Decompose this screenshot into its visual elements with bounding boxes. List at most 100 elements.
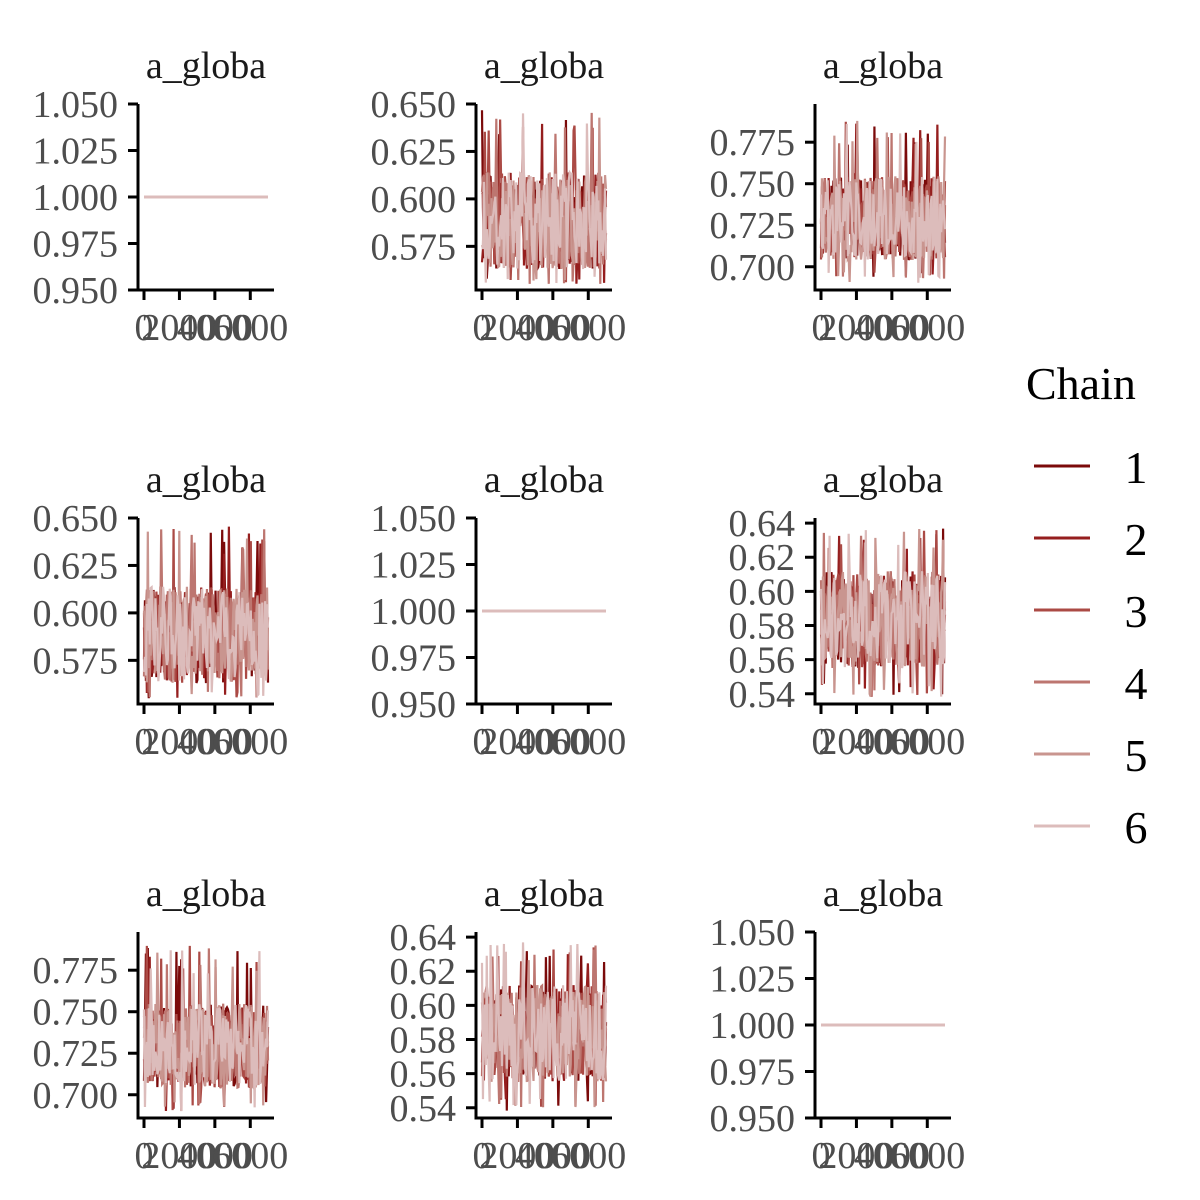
x-tick-label: 2000: [818, 1135, 894, 1177]
chain-6-trace: [142, 585, 270, 698]
x-tick-label: 2000: [479, 1135, 555, 1177]
panel-title: a_globa: [484, 459, 604, 501]
y-tick-label: 0.750: [710, 164, 796, 206]
y-tick-label: 0.64: [390, 917, 457, 959]
panel-title: a_globa: [484, 45, 604, 87]
y-tick-label: 0.56: [390, 1054, 457, 1096]
y-tick-label: 0.625: [371, 131, 457, 173]
chain-6-trace: [480, 942, 608, 1106]
x-tick-label: 2000: [141, 1135, 217, 1177]
y-tick-label: 0.950: [371, 684, 457, 726]
chain-5-trace: [819, 120, 947, 282]
panels-layer: a_globa0.9500.9751.0001.0251.05002000400…: [33, 45, 966, 1177]
panel-title: a_globa: [146, 45, 266, 87]
chain-6-trace: [819, 530, 947, 697]
panel-title: a_globa: [146, 459, 266, 501]
x-tick-label: 6000: [889, 721, 965, 763]
x-tick-label: 2000: [818, 307, 894, 349]
y-tick-label: 0.975: [371, 638, 457, 680]
legend-entry-2: 2: [1034, 514, 1148, 565]
x-tick-label: 0: [812, 721, 831, 763]
y-tick-label: 1.050: [371, 498, 457, 540]
x-tick-label: 4000: [177, 721, 253, 763]
y-tick-label: 0.54: [729, 674, 796, 716]
x-tick-label: 2000: [479, 307, 555, 349]
x-tick-label: 0: [812, 307, 831, 349]
x-tick-label: 2000: [141, 721, 217, 763]
legend-entry-1: 1: [1034, 442, 1148, 493]
y-tick-label: 1.025: [371, 545, 457, 587]
x-tick-label: 4000: [177, 307, 253, 349]
y-tick-label: 1.050: [710, 912, 796, 954]
x-tick-label: 6000: [550, 721, 626, 763]
x-tick-label: 2000: [141, 307, 217, 349]
x-tick-label: 0: [135, 307, 154, 349]
y-tick-label: 0.725: [33, 1033, 119, 1075]
x-tick-label: 6000: [212, 721, 288, 763]
x-tick-label: 4000: [177, 1135, 253, 1177]
y-tick-label: 0.60: [390, 985, 457, 1027]
chain-6-trace: [819, 123, 947, 283]
y-tick-label: 0.775: [710, 122, 796, 164]
panel-title: a_globa: [484, 873, 604, 915]
y-tick-label: 0.575: [371, 226, 457, 268]
legend-entry-4: 4: [1034, 658, 1148, 709]
y-tick-label: 1.050: [33, 84, 119, 126]
y-tick-label: 0.58: [729, 606, 796, 648]
panel-title: a_globa: [146, 873, 266, 915]
y-tick-label: 0.62: [390, 951, 457, 993]
x-tick-label: 4000: [854, 721, 930, 763]
y-tick-label: 0.650: [371, 84, 457, 126]
y-tick-label: 0.950: [33, 270, 119, 312]
y-tick-label: 0.54: [390, 1088, 457, 1130]
x-tick-label: 2000: [479, 721, 555, 763]
legend-title: Chain: [1026, 358, 1136, 409]
y-tick-label: 0.58: [390, 1020, 457, 1062]
x-tick-label: 6000: [550, 1135, 626, 1177]
x-tick-label: 0: [135, 721, 154, 763]
x-tick-label: 6000: [889, 1135, 965, 1177]
x-tick-label: 0: [135, 1135, 154, 1177]
y-tick-label: 1.025: [33, 131, 119, 173]
y-tick-label: 0.600: [33, 593, 119, 635]
y-tick-label: 0.575: [33, 640, 119, 682]
legend-label: 2: [1125, 514, 1148, 565]
y-tick-label: 0.700: [710, 247, 796, 289]
panel-title: a_globa: [823, 459, 943, 501]
y-tick-label: 0.950: [710, 1098, 796, 1140]
x-tick-label: 0: [473, 307, 492, 349]
x-tick-label: 2000: [818, 721, 894, 763]
y-tick-label: 0.64: [729, 503, 796, 545]
y-tick-label: 1.000: [33, 177, 119, 219]
x-tick-label: 6000: [212, 1135, 288, 1177]
y-tick-label: 0.700: [33, 1075, 119, 1117]
legend-entry-3: 3: [1034, 586, 1148, 637]
x-tick-label: 6000: [550, 307, 626, 349]
x-tick-label: 0: [473, 721, 492, 763]
y-tick-label: 0.975: [33, 224, 119, 266]
chain-6-trace: [142, 950, 270, 1112]
y-tick-label: 1.025: [710, 959, 796, 1001]
legend-entry-6: 6: [1034, 802, 1148, 853]
legend-label: 1: [1125, 442, 1148, 493]
y-tick-label: 1.000: [371, 591, 457, 633]
x-tick-label: 4000: [854, 307, 930, 349]
x-tick-label: 6000: [212, 307, 288, 349]
x-tick-label: 4000: [854, 1135, 930, 1177]
y-tick-label: 0.975: [710, 1052, 796, 1094]
y-tick-label: 0.650: [33, 498, 119, 540]
legend-label: 5: [1125, 730, 1148, 781]
chain-6-trace: [480, 113, 608, 284]
x-tick-label: 0: [473, 1135, 492, 1177]
x-tick-label: 4000: [515, 307, 591, 349]
x-tick-label: 4000: [515, 721, 591, 763]
legend-label: 4: [1125, 658, 1148, 709]
y-tick-label: 0.62: [729, 537, 796, 579]
